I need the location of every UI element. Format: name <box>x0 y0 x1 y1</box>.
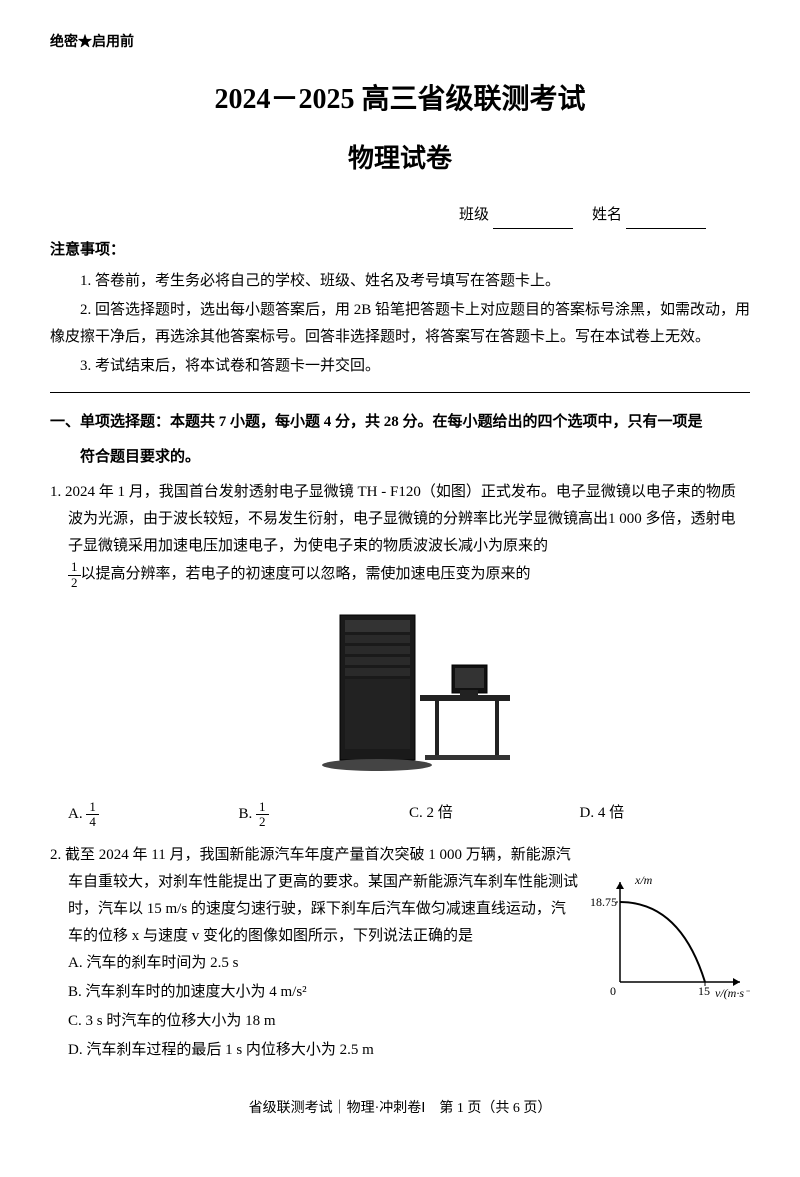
class-blank[interactable] <box>493 211 573 229</box>
confidential-label: 绝密★启用前 <box>50 30 750 55</box>
frac-den: 2 <box>256 815 269 829</box>
q1-optB-prefix: B. <box>239 806 253 822</box>
question-1: 1. 2024 年 1 月，我国首台发射透射电子显微镜 TH - F120（如图… <box>50 479 750 829</box>
name-label: 姓名 <box>592 207 622 223</box>
q1-option-b[interactable]: B. 1 2 <box>239 800 410 830</box>
exam-title-main: 2024－2025 高三省级联测考试 <box>50 75 750 125</box>
q2-text: 2. 截至 2024 年 11 月，我国新能源汽车年度产量首次突破 1 000 … <box>50 842 580 950</box>
q1-fraction-half: 1 2 <box>68 560 81 590</box>
q1-optA-frac: 1 4 <box>86 800 99 830</box>
frac-num: 1 <box>68 560 81 575</box>
notice-title: 注意事项： <box>50 237 750 264</box>
name-blank[interactable] <box>626 211 706 229</box>
q1-option-a[interactable]: A. 1 4 <box>68 800 239 830</box>
chart-y-max: 18.75 <box>590 895 617 909</box>
chart-y-label: x/m <box>634 873 653 887</box>
section1-header-line1: 一、单项选择题：本题共 7 小题，每小题 4 分，共 28 分。在每小题给出的四… <box>50 409 750 436</box>
q2-option-a[interactable]: A. 汽车的刹车时间为 2.5 s <box>68 950 580 977</box>
frac-den: 2 <box>68 576 81 590</box>
q1-text-part2: 以提高分辨率，若电子的初速度可以忽略，需使加速电压变为原来的 <box>81 567 531 583</box>
q2-option-c[interactable]: C. 3 s 时汽车的位移大小为 18 m <box>68 1008 580 1035</box>
frac-num: 1 <box>256 800 269 815</box>
q2-options: A. 汽车的刹车时间为 2.5 s B. 汽车刹车时的加速度大小为 4 m/s²… <box>50 950 580 1064</box>
q1-optA-prefix: A. <box>68 806 83 822</box>
q2-option-b[interactable]: B. 汽车刹车时的加速度大小为 4 m/s² <box>68 979 580 1006</box>
notice-item-3: 3. 考试结束后，将本试卷和答题卡一并交回。 <box>50 353 750 380</box>
section1-header-line2: 符合题目要求的。 <box>50 444 750 471</box>
student-info-line: 班级 姓名 <box>50 202 750 229</box>
notice-item-2: 2. 回答选择题时，选出每小题答案后，用 2B 铅笔把答题卡上对应题目的答案标号… <box>50 297 750 351</box>
page-footer: 省级联测考试｜物理·冲刺卷Ⅰ 第 1 页（共 6 页） <box>50 1096 750 1121</box>
question-2: 2. 截至 2024 年 11 月，我国新能源汽车年度产量首次突破 1 000 … <box>50 842 750 1066</box>
notice-item-1: 1. 答卷前，考生务必将自己的学校、班级、姓名及考号填写在答题卡上。 <box>50 268 750 295</box>
q1-figure <box>50 600 750 790</box>
q1-text-line2: 1 2 以提高分辨率，若电子的初速度可以忽略，需使加速电压变为原来的 <box>50 560 750 590</box>
chart-x-max: 15 <box>698 984 710 998</box>
q2-chart: x/m 18.75 0 15 v/(m·s⁻¹) <box>580 842 750 1012</box>
q1-option-d[interactable]: D. 4 倍 <box>580 800 751 830</box>
q1-optB-frac: 1 2 <box>256 800 269 830</box>
q1-text-part1: 1. 2024 年 1 月，我国首台发射透射电子显微镜 TH - F120（如图… <box>50 479 750 560</box>
chart-origin: 0 <box>610 984 616 998</box>
chart-x-label: v/(m·s⁻¹) <box>715 986 750 1000</box>
frac-den: 4 <box>86 815 99 829</box>
q2-option-d[interactable]: D. 汽车刹车过程的最后 1 s 内位移大小为 2.5 m <box>68 1037 580 1064</box>
exam-title-sub: 物理试卷 <box>50 136 750 183</box>
section-divider <box>50 392 750 393</box>
frac-num: 1 <box>86 800 99 815</box>
microscope-illustration <box>260 600 540 780</box>
q1-options: A. 1 4 B. 1 2 C. 2 倍 D. 4 倍 <box>50 800 750 830</box>
class-label: 班级 <box>459 207 489 223</box>
q1-option-c[interactable]: C. 2 倍 <box>409 800 580 830</box>
